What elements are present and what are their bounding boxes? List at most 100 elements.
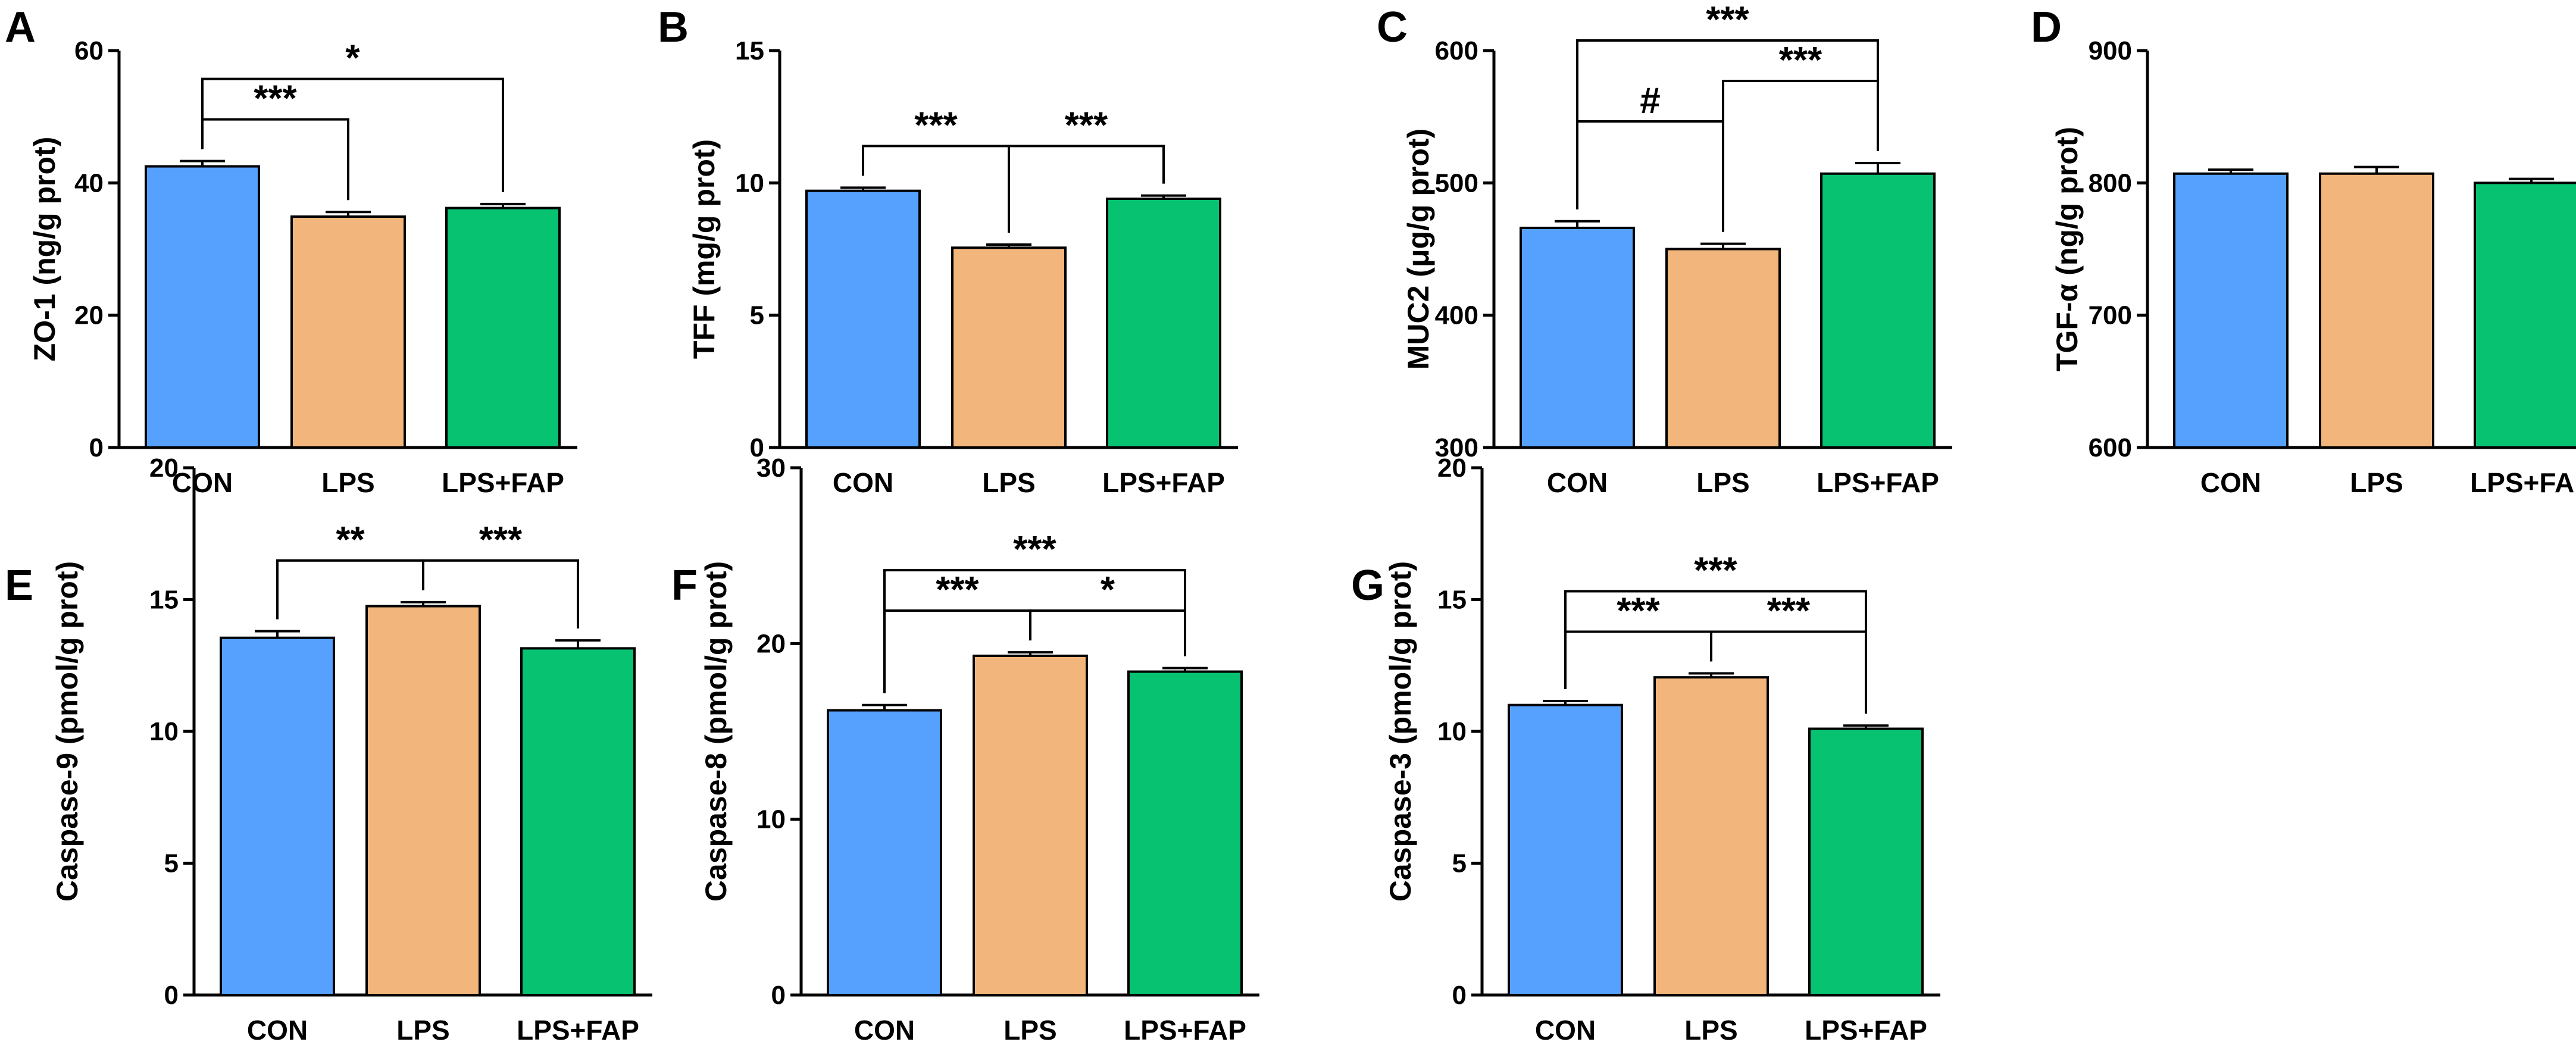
y-tick-label: 800 bbox=[2089, 168, 2132, 198]
x-tick-label: LPS bbox=[1684, 1015, 1737, 1045]
x-tick-label: LPS+FAP bbox=[1805, 1015, 1927, 1045]
y-tick-label: 10 bbox=[1437, 717, 1467, 746]
y-tick-label: 600 bbox=[2089, 433, 2132, 462]
y-tick-label: 20 bbox=[756, 629, 786, 658]
x-tick-label: LPS+FAP bbox=[517, 1015, 639, 1045]
y-tick-label: 0 bbox=[750, 433, 764, 462]
chart-panel-B: B TFF (mg/g prot) 0 5 10 15 CON LPS LPS+FAP *** **… bbox=[658, 4, 1238, 498]
y-tick-label: 20 bbox=[74, 301, 104, 330]
y-tick-label: 15 bbox=[149, 586, 179, 615]
panel-letter: C bbox=[1377, 4, 1408, 51]
y-tick-label: 10 bbox=[735, 168, 764, 198]
bar-lps-fap bbox=[445, 207, 561, 449]
y-tick-label: 0 bbox=[89, 433, 104, 462]
bar-con bbox=[827, 709, 942, 997]
bar-lps-fap bbox=[1820, 172, 1936, 449]
y-tick-label: 600 bbox=[1435, 36, 1478, 65]
x-tick-label: CON bbox=[247, 1015, 308, 1045]
significance-label: *** bbox=[1065, 105, 1108, 146]
y-tick-label: 500 bbox=[1435, 168, 1478, 198]
bar-con bbox=[1520, 226, 1635, 449]
bar-con bbox=[220, 636, 335, 996]
significance-bracket bbox=[422, 559, 579, 629]
panel-letter: D bbox=[2031, 4, 2062, 51]
x-tick-label: CON bbox=[1535, 1015, 1596, 1045]
x-tick-label: CON bbox=[1547, 467, 1608, 498]
significance-label: ** bbox=[336, 520, 365, 561]
y-tick-label: 700 bbox=[2089, 301, 2132, 330]
significance-label: *** bbox=[1694, 550, 1737, 592]
significance-bracket bbox=[1008, 145, 1165, 233]
y-tick-label: 0 bbox=[1452, 981, 1467, 1010]
bar-con bbox=[1508, 703, 1623, 996]
significance-label: * bbox=[345, 38, 360, 79]
significance-bracket bbox=[883, 569, 1186, 693]
x-tick-label: CON bbox=[854, 1015, 915, 1045]
bar-lps-fap bbox=[520, 647, 636, 996]
significance-bracket bbox=[1564, 590, 1867, 714]
x-tick-label: LPS bbox=[1696, 467, 1749, 498]
y-axis-label: MUC2 (μg/g prot) bbox=[1402, 129, 1435, 370]
y-axis-label: Caspase-3 (pmol/g prot) bbox=[1384, 561, 1417, 902]
bar-lps bbox=[2319, 172, 2434, 449]
chart-panel-F: F Caspase-8 (pmol/g prot) 0 10 20 30 CON LPS LPS… bbox=[671, 453, 1259, 1045]
bar-lps-fap bbox=[1106, 198, 1221, 449]
x-tick-label: LPS bbox=[982, 467, 1035, 498]
x-tick-label: LPS+FAP bbox=[2470, 467, 2576, 498]
y-axis-label: ZO-1 (ng/g prot) bbox=[28, 137, 61, 362]
bar-con bbox=[805, 189, 921, 449]
y-tick-label: 40 bbox=[74, 168, 104, 198]
x-tick-label: LPS bbox=[321, 467, 374, 498]
panel-letter: A bbox=[5, 4, 36, 51]
y-tick-label: 15 bbox=[735, 36, 764, 65]
x-tick-label: CON bbox=[2200, 467, 2261, 498]
y-tick-label: 60 bbox=[74, 36, 104, 65]
y-axis-label: Caspase-9 (pmol/g prot) bbox=[51, 561, 84, 902]
bar-con bbox=[145, 165, 260, 449]
significance-label: *** bbox=[1706, 0, 1749, 40]
significance-label: *** bbox=[1767, 591, 1811, 632]
y-tick-label: 5 bbox=[164, 849, 179, 878]
panel-letter: E bbox=[5, 562, 33, 609]
x-tick-label: LPS bbox=[2350, 467, 2403, 498]
y-tick-label: 10 bbox=[756, 805, 786, 834]
bar-lps-fap bbox=[1808, 727, 1924, 996]
bar-lps bbox=[951, 246, 1067, 449]
x-tick-label: LPS+FAP bbox=[1817, 467, 1939, 498]
x-tick-label: LPS bbox=[396, 1015, 449, 1045]
x-tick-label: CON bbox=[172, 467, 233, 498]
panel-letter: F bbox=[671, 562, 698, 609]
significance-label: *** bbox=[936, 570, 979, 611]
y-tick-label: 20 bbox=[149, 453, 179, 483]
y-tick-label: 10 bbox=[149, 717, 179, 746]
significance-label: *** bbox=[1013, 529, 1056, 570]
bar-lps-fap bbox=[2474, 182, 2576, 449]
y-tick-label: 5 bbox=[750, 301, 764, 330]
significance-bracket bbox=[201, 77, 504, 192]
panel-letter: B bbox=[658, 4, 689, 51]
x-tick-label: CON bbox=[833, 467, 893, 498]
significance-bracket bbox=[1576, 39, 1879, 209]
y-tick-label: 5 bbox=[1452, 849, 1467, 878]
significance-label: # bbox=[1640, 80, 1660, 121]
significance-bracket bbox=[1029, 609, 1186, 656]
x-tick-label: LPS+FAP bbox=[442, 467, 564, 498]
significance-label: * bbox=[1101, 570, 1115, 611]
significance-label: *** bbox=[479, 520, 523, 561]
y-axis-label: TGF-α (ng/g prot) bbox=[2050, 127, 2084, 371]
bar-lps bbox=[365, 605, 481, 996]
panel-letter: G bbox=[1351, 562, 1384, 609]
chart-panel-D: D TGF-α (ng/g prot) 600 700 800 900 CON LPS LPS+… bbox=[2031, 4, 2576, 498]
significance-label: *** bbox=[914, 105, 958, 146]
chart-panel-C: C MUC2 (μg/g prot) 300 400 500 600 CON LPS LPS+F… bbox=[1377, 0, 1952, 498]
significance-bracket bbox=[1576, 120, 1724, 232]
bar-lps bbox=[290, 215, 406, 449]
y-tick-label: 20 bbox=[1437, 453, 1467, 483]
x-tick-label: LPS+FAP bbox=[1124, 1015, 1246, 1045]
bar-lps-fap bbox=[1127, 670, 1243, 996]
bar-con bbox=[2173, 172, 2289, 449]
y-tick-label: 15 bbox=[1437, 586, 1467, 615]
